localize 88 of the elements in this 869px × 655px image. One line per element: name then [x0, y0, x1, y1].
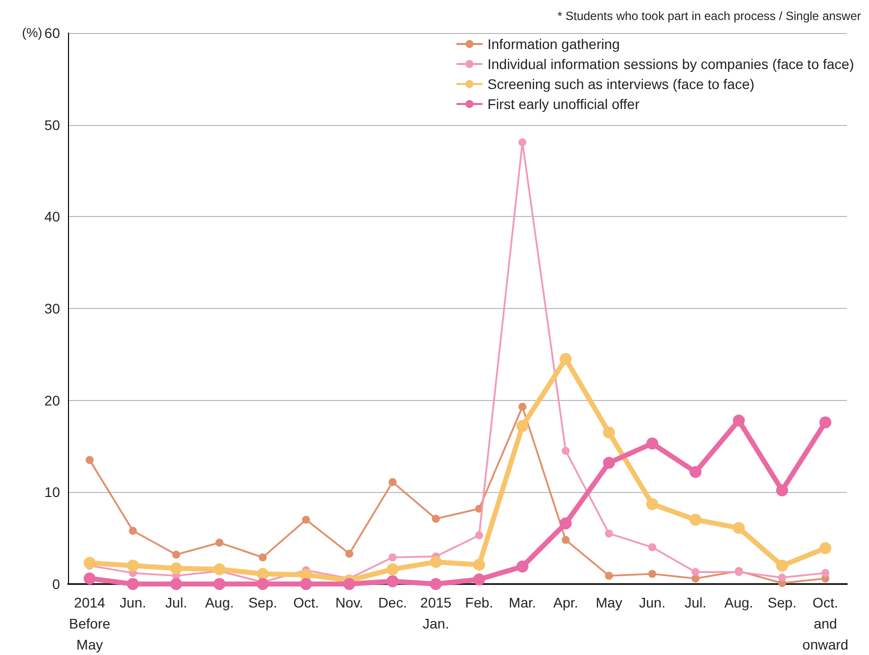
x-tick-label: Jun.: [639, 594, 666, 610]
point: [84, 572, 96, 584]
point: [126, 578, 139, 590]
point: [518, 402, 526, 411]
point: [516, 560, 528, 573]
point: [692, 574, 700, 582]
point: [648, 570, 656, 578]
x-tick-label: Aug.: [205, 594, 234, 610]
y-tick-label: 30: [44, 300, 60, 316]
y-tick-label: 10: [44, 484, 60, 500]
x-tick-label: Sep.: [248, 594, 278, 610]
point: [518, 138, 526, 146]
x-tick-label: Apr.: [553, 594, 578, 610]
point: [562, 446, 570, 455]
point: [430, 578, 442, 590]
x-tick-label: Oct. and onward: [802, 594, 848, 652]
point: [128, 526, 137, 535]
x-tick-label: Jun.: [120, 594, 146, 610]
x-tick-label: Nov.: [335, 594, 364, 610]
point: [170, 562, 182, 574]
legend-label: Individual information sessions by companies (face to face): [487, 56, 854, 72]
point: [473, 573, 486, 586]
y-tick-label: 20: [44, 392, 60, 408]
point: [646, 438, 658, 450]
point: [126, 560, 139, 572]
point: [388, 553, 397, 562]
point: [604, 572, 613, 580]
point: [172, 550, 180, 559]
x-tick-label: Jul.: [165, 594, 188, 610]
point: [560, 517, 572, 530]
point: [432, 514, 440, 523]
x-tick-label: Mar.: [508, 594, 536, 610]
point: [386, 575, 399, 588]
legend-label: Screening such as interviews (face to face): [487, 76, 754, 92]
point: [516, 420, 528, 432]
point: [386, 563, 399, 576]
y-axis-title: (%): [22, 25, 42, 40]
point: [256, 568, 269, 580]
x-tick-label: Oct.: [293, 594, 319, 610]
point: [648, 543, 656, 552]
point: [646, 498, 658, 510]
point: [343, 578, 356, 590]
point: [604, 529, 613, 538]
y-tick-label: 0: [52, 576, 60, 592]
point: [821, 568, 830, 577]
point: [213, 578, 226, 590]
point: [256, 578, 269, 590]
point: [302, 516, 310, 524]
legend-label: First early unofficial offer: [487, 96, 640, 112]
point: [732, 414, 745, 427]
x-tick-label: May: [596, 594, 622, 610]
point: [388, 478, 397, 486]
point: [475, 531, 484, 540]
x-tick-label: Jul.: [684, 594, 706, 610]
point: [345, 550, 354, 558]
x-tick-label: 2015 Jan.: [420, 594, 452, 632]
x-tick-label: Aug.: [724, 594, 754, 610]
text: * Students who took part in each process / Single answer: [557, 9, 862, 23]
x-tick-label: Feb.: [465, 594, 494, 610]
y-tick-label: 60: [44, 25, 60, 41]
y-tick-label: 40: [44, 208, 60, 225]
point: [430, 556, 442, 568]
x-tick-label: 2014 Before May: [69, 594, 110, 652]
point: [778, 574, 786, 582]
point: [215, 538, 224, 547]
point: [819, 542, 832, 554]
point: [258, 553, 267, 562]
point: [300, 578, 312, 590]
point: [602, 456, 615, 469]
point: [86, 456, 94, 464]
point: [690, 514, 702, 526]
point: [776, 484, 788, 496]
point: [819, 416, 832, 428]
legend-label: Information gathering: [487, 36, 620, 52]
point: [690, 466, 702, 478]
point: [560, 353, 572, 366]
point: [562, 536, 570, 544]
point: [213, 563, 226, 576]
point: [776, 560, 788, 572]
x-tick-label: Dec.: [378, 594, 407, 610]
x-tick-label: Sep.: [768, 594, 796, 610]
point: [473, 558, 486, 571]
point: [170, 578, 182, 590]
point: [692, 568, 700, 576]
point: [602, 426, 615, 438]
y-tick-label: 50: [44, 116, 60, 133]
point: [732, 522, 745, 534]
point: [84, 556, 96, 569]
